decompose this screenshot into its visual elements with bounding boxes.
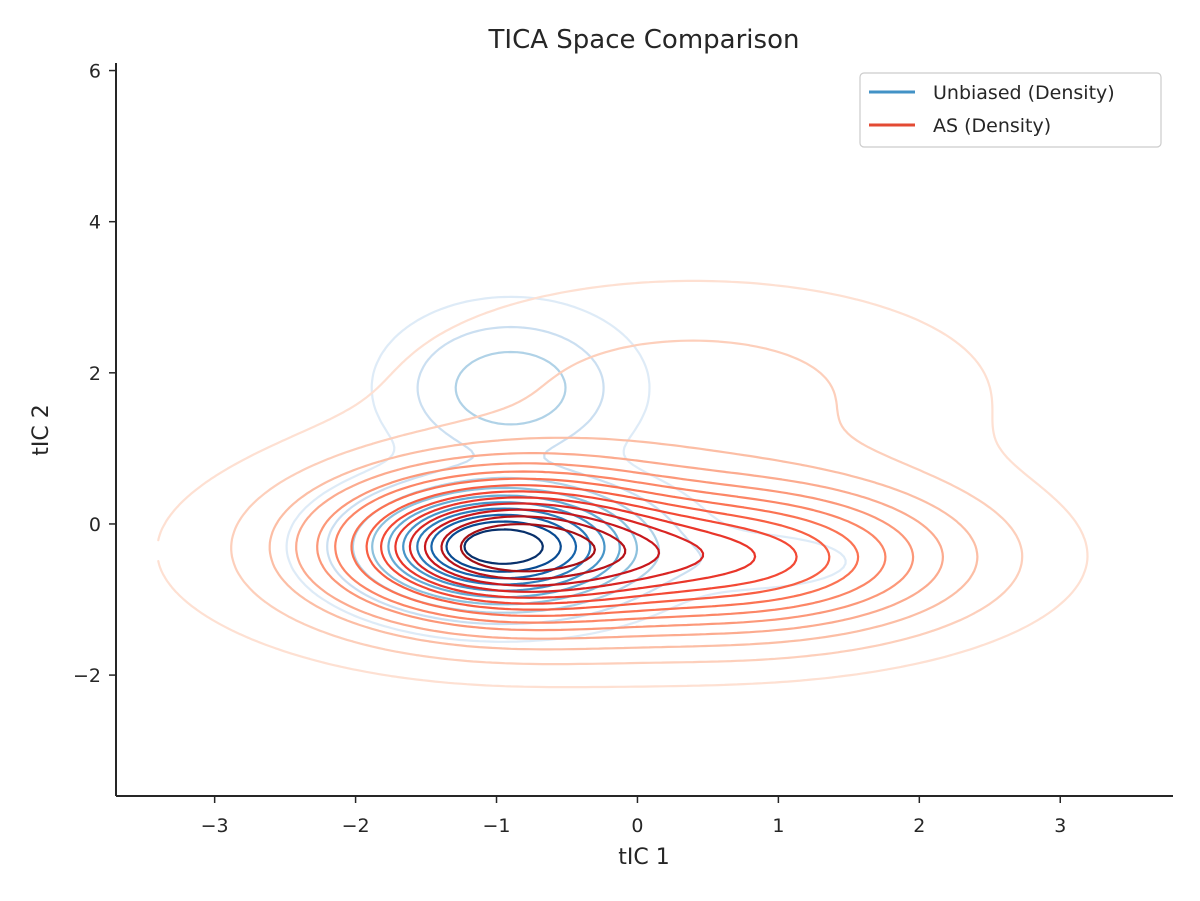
contour-line: [463, 528, 544, 565]
y-tick-label: 6: [89, 61, 101, 83]
x-ticks: −3 −2 −1 0 1 2 3: [201, 796, 1066, 837]
legend-label-as: AS (Density): [933, 115, 1051, 137]
legend: Unbiased (Density) AS (Density): [859, 72, 1162, 148]
contour-layer: [157, 279, 1089, 689]
contour-line: [230, 339, 1024, 666]
contour-line: [394, 496, 757, 599]
contour-line: [408, 502, 705, 593]
contour-line: [445, 520, 562, 573]
contour-series-1: [157, 279, 1089, 689]
y-tick-label: 0: [89, 514, 101, 536]
y-tick-label: 4: [89, 212, 101, 234]
contour-line: [316, 462, 915, 632]
chart-title: TICA Space Comparison: [488, 25, 800, 55]
x-tick-label: 2: [913, 815, 925, 837]
y-ticks: −2 0 2 4 6: [73, 61, 116, 687]
x-tick-label: 0: [631, 815, 643, 837]
contour-line: [380, 490, 798, 605]
contour-line: [423, 508, 661, 587]
contour-line: [295, 452, 944, 640]
contour-line: [350, 477, 860, 617]
contour-line: [334, 470, 887, 624]
x-tick-label: −2: [342, 815, 370, 837]
x-tick-label: 3: [1054, 815, 1066, 837]
contour-line: [459, 523, 596, 573]
contour-line: [365, 484, 831, 611]
axes: −3 −2 −1 0 1 2 3 −2 0 2 4 6: [73, 61, 1173, 837]
x-tick-label: −1: [483, 815, 511, 837]
contour-line: [268, 436, 979, 651]
y-axis-label: tIC 2: [29, 404, 54, 455]
contour-line: [387, 494, 621, 599]
x-tick-label: −3: [201, 815, 229, 837]
legend-label-unbiased: Unbiased (Density): [933, 82, 1115, 104]
contour-line: [157, 279, 1089, 689]
legend-box: [859, 72, 1162, 148]
y-tick-label: 2: [89, 363, 101, 385]
contour-line: [440, 515, 627, 581]
x-axis-label: tIC 1: [618, 845, 669, 870]
x-tick-label: 1: [772, 815, 784, 837]
y-tick-label: −2: [73, 665, 101, 687]
